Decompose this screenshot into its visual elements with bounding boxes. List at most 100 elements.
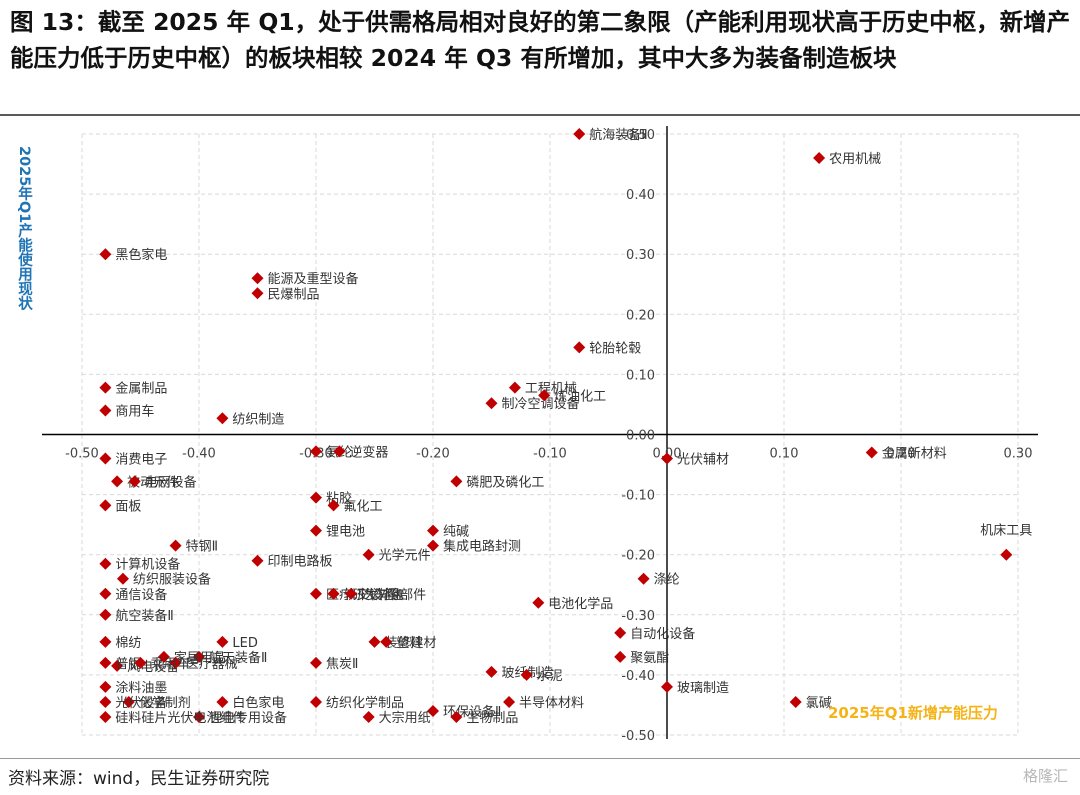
data-label: 计算机设备 <box>115 557 180 573</box>
y-tick-label: -0.40 <box>621 669 655 684</box>
data-label: 氯碱 <box>806 696 832 711</box>
data-point <box>637 572 650 585</box>
data-point <box>310 491 322 504</box>
data-point <box>427 704 439 717</box>
data-point <box>157 650 170 663</box>
data-point <box>99 635 112 648</box>
data-label: 特钢Ⅱ <box>186 540 218 555</box>
data-label: 轨交设备Ⅱ <box>344 587 402 603</box>
data-point <box>216 695 229 708</box>
data-label: 通信设备 <box>115 587 167 603</box>
data-point <box>503 695 516 708</box>
data-label: 航空装备Ⅱ <box>115 608 173 624</box>
y-tick-label: -0.50 <box>621 729 655 744</box>
data-label: 焦炭Ⅱ <box>326 657 358 672</box>
data-label: 棉纺 <box>115 636 141 651</box>
data-point <box>310 656 322 669</box>
data-label: 锂电专用设备 <box>209 710 287 726</box>
data-point <box>661 680 673 693</box>
data-label: 金属新材料 <box>882 446 947 462</box>
data-point <box>251 554 264 567</box>
data-label: 纺织服装设备 <box>133 572 211 588</box>
x-tick-label: 0.10 <box>770 447 799 462</box>
data-point <box>538 389 551 402</box>
data-label: 面板 <box>115 499 141 514</box>
data-label: 纯碱 <box>443 525 469 540</box>
data-label: 航天装备Ⅱ <box>209 650 267 666</box>
figure-title: 图 13：截至 2025 年 Q1，处于供需格局相对良好的第二象限（产能利用现状… <box>10 8 1071 72</box>
data-label: 电网设备 <box>145 474 197 490</box>
x-tick-label: -0.10 <box>533 447 567 462</box>
data-label: 自动化设备 <box>630 626 695 642</box>
data-point <box>99 608 112 621</box>
data-point <box>380 635 393 648</box>
y-tick-label: -0.30 <box>621 609 655 624</box>
data-point <box>614 650 627 663</box>
data-point <box>485 397 498 410</box>
data-point <box>193 650 205 663</box>
tick-labels: -0.50 -0.40 -0.30 -0.20 -0.10 0.00 0.10 0.20 0.3… <box>65 128 1032 744</box>
data-label: 消费电子 <box>115 453 167 468</box>
data-point <box>99 404 112 417</box>
data-point <box>532 596 545 609</box>
data-label: 航海装备Ⅱ <box>589 127 647 143</box>
data-point <box>362 548 375 561</box>
data-label: 轮胎轮毂 <box>589 341 641 356</box>
data-label: 医疗研发外包 <box>326 587 404 603</box>
data-point <box>99 656 112 669</box>
data-label: 逆变器 <box>349 444 388 460</box>
data-point <box>99 452 112 465</box>
data-point <box>789 695 802 708</box>
data-label: 工程机械 <box>525 382 577 397</box>
y-tick-label: 0.30 <box>626 248 655 263</box>
data-label: 聚氨酯 <box>630 651 669 666</box>
data-label: 纺织化学制品 <box>326 695 404 711</box>
data-label: 金属制品 <box>115 381 167 397</box>
data-label: 氟化工 <box>344 499 383 514</box>
data-point <box>99 381 112 394</box>
source-divider <box>0 758 1080 759</box>
data-label: 机床工具 <box>980 524 1032 539</box>
data-point <box>99 499 112 512</box>
data-point <box>216 635 229 648</box>
data-point <box>99 695 112 708</box>
data-point <box>122 695 135 708</box>
data-point <box>216 412 229 425</box>
data-point <box>614 626 627 639</box>
y-axis-title: 2025年Q1产能使用现状 <box>16 146 32 311</box>
x-tick-label: 0.20 <box>887 447 916 462</box>
y-tick-label: 0.50 <box>626 128 655 143</box>
data-point <box>327 587 340 600</box>
data-point <box>99 557 112 570</box>
y-tick-label: 0.10 <box>626 368 655 383</box>
scatter-chart: -0.50 -0.40 -0.30 -0.20 -0.10 0.00 0.10 0.20 0.3… <box>42 126 1038 744</box>
data-label: 炼油化工 <box>554 389 606 404</box>
data-label: 半导体材料 <box>519 696 584 711</box>
data-label: 大宗用纸 <box>379 710 431 726</box>
data-point <box>128 475 141 488</box>
data-label: 光学元件 <box>379 548 431 564</box>
data-point <box>99 587 112 600</box>
data-label: 医疗器械 <box>186 657 238 672</box>
data-label: 玻璃制造 <box>677 681 729 696</box>
axes <box>42 126 1038 739</box>
data-point <box>251 287 264 300</box>
data-label: 乘用车 <box>151 656 190 672</box>
data-point <box>111 659 124 672</box>
data-point <box>99 680 112 693</box>
data-label: 纺织制造 <box>232 412 284 427</box>
data-label: 被动元件 <box>127 475 179 490</box>
data-label: 生物制品 <box>466 711 518 726</box>
y-tick-label: 0.40 <box>626 188 655 203</box>
data-label: 农用机械 <box>829 152 881 167</box>
data-point <box>450 475 463 488</box>
data-label: 水泥 <box>537 669 563 684</box>
y-tick-label: 0.00 <box>626 429 655 444</box>
data-label: 涂料油墨 <box>115 680 167 696</box>
data-label: 光伏辅材 <box>677 453 729 468</box>
data-label: 集成电路封测 <box>443 539 521 555</box>
data-point <box>450 710 463 723</box>
data-point <box>520 668 533 681</box>
data-label: 普钢 <box>115 657 141 672</box>
data-label: 硅料硅片光伏电池组件 <box>115 711 245 726</box>
